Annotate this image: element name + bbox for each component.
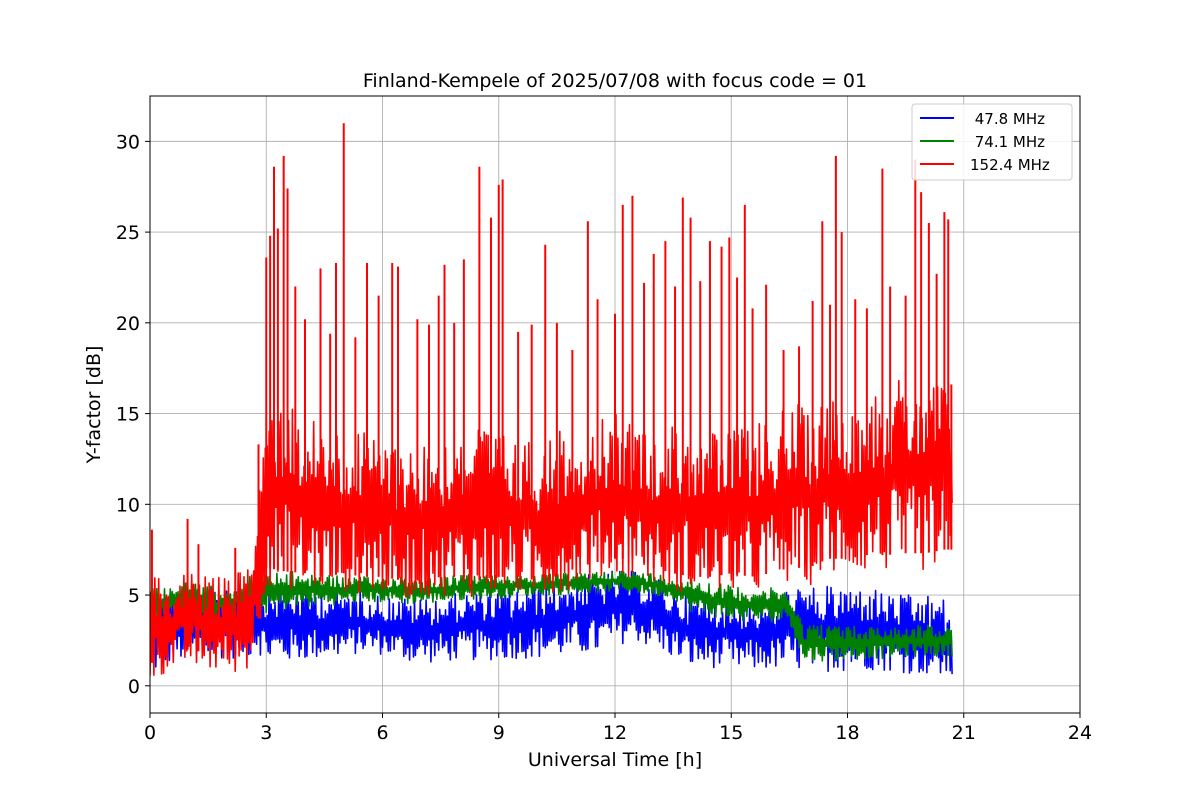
x-tick-label: 24 <box>1068 722 1092 744</box>
x-tick-label: 0 <box>144 722 156 744</box>
y-axis-label: Y-factor [dB] <box>83 346 105 465</box>
x-tick-label: 9 <box>493 722 505 744</box>
x-axis-label: Universal Time [h] <box>528 749 702 771</box>
y-tick-label: 20 <box>116 313 140 335</box>
x-tick-label: 21 <box>952 722 976 744</box>
chart-title: Finland-Kempele of 2025/07/08 with focus… <box>363 70 867 92</box>
legend: 47.8 MHz 74.1 MHz 152.4 MHz <box>911 103 1073 181</box>
legend-label: 152.4 MHz <box>970 156 1050 174</box>
y-tick-label: 0 <box>128 676 140 698</box>
y-tick-label: 30 <box>116 131 140 153</box>
series-line-2 <box>150 123 953 676</box>
x-tick-label: 18 <box>835 722 859 744</box>
y-tick-label: 25 <box>116 222 140 244</box>
series-trace <box>150 570 953 662</box>
x-tick-label: 12 <box>603 722 627 744</box>
y-tick-label: 15 <box>116 404 140 426</box>
y-tick-label: 5 <box>128 585 140 607</box>
series-line-1 <box>150 570 953 662</box>
x-tick-label: 3 <box>260 722 272 744</box>
legend-label: 47.8 MHz <box>970 110 1045 128</box>
y-tick-label: 10 <box>116 494 140 516</box>
series-layer <box>150 123 953 676</box>
x-tick-label: 6 <box>376 722 388 744</box>
legend-box <box>911 103 1073 181</box>
x-tick-label: 15 <box>719 722 743 744</box>
axis-ticks: 0 3 6 9 12 15 18 21 24 0 5 10 15 20 25 30 <box>116 131 1092 744</box>
legend-label: 74.1 MHz <box>970 133 1045 151</box>
